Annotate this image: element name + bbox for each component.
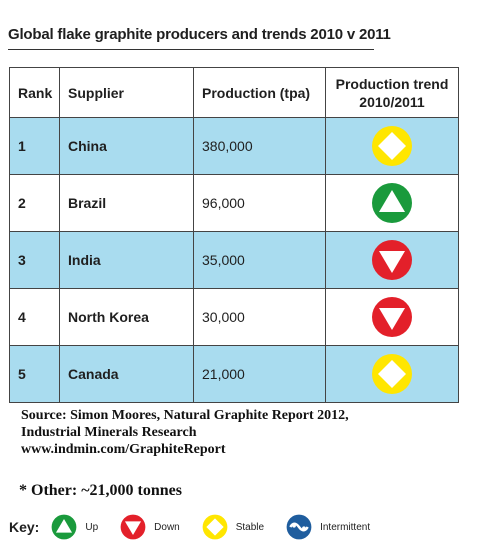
trend-cell: [325, 231, 459, 289]
production-cell: 30,000: [193, 288, 326, 346]
key-item-label: Intermittent: [320, 521, 371, 533]
rank-cell: 2: [9, 174, 60, 232]
header-rank: Rank: [9, 67, 60, 118]
down-arrow-icon: [371, 296, 413, 338]
trend-cell: [325, 174, 459, 232]
supplier-cell: North Korea: [59, 288, 194, 346]
source-line: Industrial Minerals Research: [21, 425, 197, 440]
key-item-label: Down: [154, 521, 180, 533]
key-label: Key:: [9, 519, 40, 535]
trend-cell: [325, 288, 459, 346]
legend-key: Key: Up Down Stable Intermittent: [9, 514, 392, 540]
down-arrow-icon: [120, 514, 146, 540]
header-production: Production (tpa): [193, 67, 326, 118]
key-item-up: Up: [51, 514, 98, 540]
header-trend-line1: Production trend: [335, 75, 449, 92]
stable-diamond-icon: [371, 353, 413, 395]
supplier-cell: China: [59, 117, 194, 175]
page-title: Global flake graphite producers and tren…: [8, 26, 391, 43]
table-row: 2 Brazil 96,000: [9, 174, 459, 232]
trend-cell: [325, 117, 459, 175]
trend-cell: [325, 345, 459, 403]
supplier-cell: Canada: [59, 345, 194, 403]
production-cell: 21,000: [193, 345, 326, 403]
source-line: Source: Simon Moores, Natural Graphite R…: [21, 408, 349, 423]
up-arrow-icon: [371, 182, 413, 224]
table-row: 1 China 380,000: [9, 117, 459, 175]
rank-cell: 4: [9, 288, 60, 346]
key-item-intermittent: Intermittent: [286, 514, 370, 540]
intermittent-icon: [286, 514, 312, 540]
stable-diamond-icon: [202, 514, 228, 540]
source-citation: Source: Simon Moores, Natural Graphite R…: [21, 407, 349, 458]
key-item-label: Stable: [235, 521, 265, 533]
production-cell: 96,000: [193, 174, 326, 232]
key-item-label: Up: [85, 521, 99, 533]
table-header-row: Rank Supplier Production (tpa) Productio…: [9, 67, 459, 118]
production-cell: 35,000: [193, 231, 326, 289]
header-trend-line2: 2010/2011: [359, 93, 425, 110]
producers-table: Rank Supplier Production (tpa) Productio…: [9, 67, 459, 403]
stable-diamond-icon: [371, 125, 413, 167]
table-row: 4 North Korea 30,000: [9, 288, 459, 346]
header-trend: Production trend 2010/2011: [325, 67, 459, 118]
rank-cell: 5: [9, 345, 60, 403]
production-cell: 380,000: [193, 117, 326, 175]
source-url: www.indmin.com/GraphiteReport: [21, 442, 226, 457]
header-supplier: Supplier: [59, 67, 194, 118]
table-row: 3 India 35,000: [9, 231, 459, 289]
key-item-down: Down: [120, 514, 180, 540]
key-item-stable: Stable: [202, 514, 264, 540]
other-note: * Other: ~21,000 tonnes: [19, 482, 182, 499]
up-arrow-icon: [51, 514, 77, 540]
table-row: 5 Canada 21,000: [9, 345, 459, 403]
title-underline: [8, 49, 374, 50]
rank-cell: 1: [9, 117, 60, 175]
supplier-cell: India: [59, 231, 194, 289]
rank-cell: 3: [9, 231, 60, 289]
down-arrow-icon: [371, 239, 413, 281]
supplier-cell: Brazil: [59, 174, 194, 232]
